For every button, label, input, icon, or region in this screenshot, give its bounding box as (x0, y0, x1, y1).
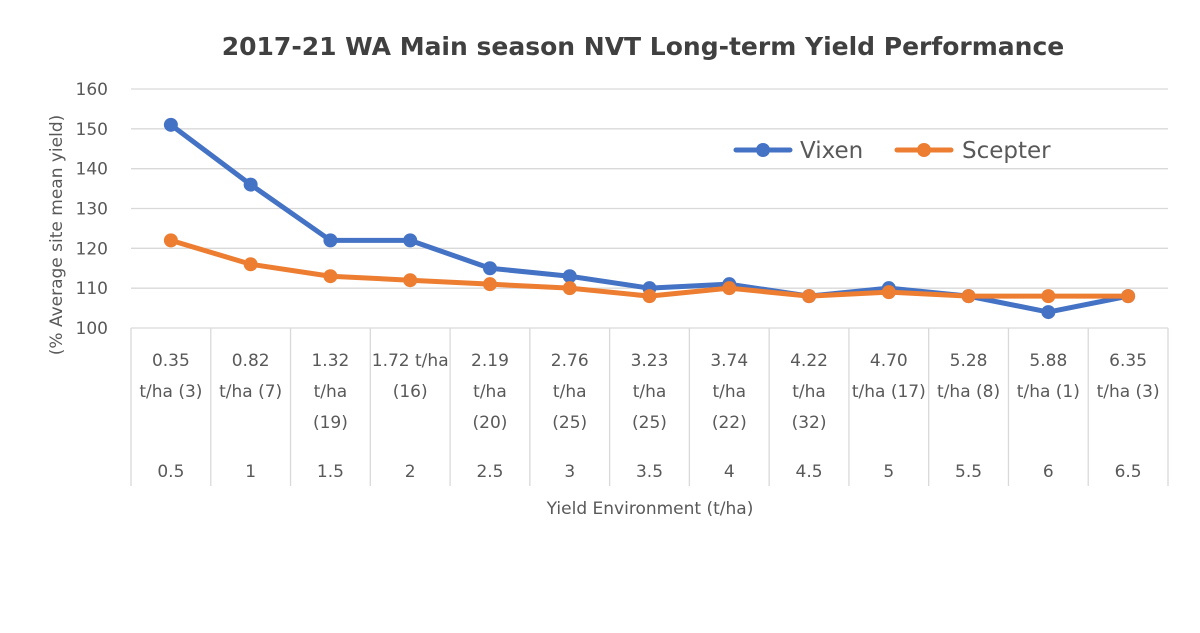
x-value-label: 2.5 (476, 462, 503, 482)
x-category-label: 2.76 t/ha (25) (551, 351, 589, 433)
x-category-label: 6.35 t/ha (3) (1097, 351, 1160, 402)
x-category-label: 5.28 t/ha (8) (937, 351, 1000, 402)
y-tick-label: 100 (76, 319, 108, 339)
y-tick-label: 150 (76, 120, 108, 140)
x-value-label: 3.5 (636, 462, 663, 482)
data-point (323, 233, 338, 248)
x-category-label: 0.82 t/ha (7) (219, 351, 282, 402)
x-value-label: 3 (564, 462, 575, 482)
legend-label: Vixen (800, 138, 863, 164)
data-point (243, 257, 258, 272)
x-value-label: 6 (1043, 462, 1054, 482)
y-tick-label: 120 (76, 239, 108, 259)
data-point (403, 233, 418, 248)
data-point (722, 281, 737, 296)
x-value-label: 1.5 (317, 462, 344, 482)
x-value-label: 2 (405, 462, 416, 482)
x-value-label: 5.5 (955, 462, 982, 482)
legend-marker (917, 143, 931, 157)
x-value-label: 5 (883, 462, 894, 482)
x-value-label: 0.5 (157, 462, 184, 482)
data-point (642, 289, 657, 304)
x-value-label: 4.5 (796, 462, 823, 482)
x-value-label: 4 (724, 462, 735, 482)
data-point (1121, 289, 1136, 304)
data-point (961, 289, 976, 304)
x-category-label: 5.88 t/ha (1) (1017, 351, 1080, 402)
gridlines (130, 88, 1169, 486)
data-point (802, 289, 817, 304)
data-point (243, 177, 258, 192)
legend-label: Scepter (962, 138, 1051, 164)
data-point (1041, 289, 1056, 304)
x-category-label: 4.70 t/ha (17) (852, 351, 926, 402)
legend-item-scepter: Scepter (894, 138, 1051, 164)
data-point (881, 285, 896, 300)
y-tick-label: 130 (76, 200, 108, 220)
x-category-label: 4.22 t/ha (32) (790, 351, 828, 433)
data-point (562, 281, 577, 296)
x-axis-categories: 0.35 t/ha (3) 0.5 0.82 t/ha (7) 1 1.32 t/ha (19)… (139, 351, 1159, 482)
y-tick-label: 140 (76, 160, 108, 180)
series-scepter (163, 233, 1136, 304)
data-point (562, 269, 577, 284)
x-category-label: 1.32 t/ha (19) (311, 351, 349, 433)
chart-title: 2017-21 WA Main season NVT Long-term Yie… (222, 32, 1065, 61)
data-point (323, 269, 338, 284)
x-category-label: 0.35 t/ha (3) (139, 351, 202, 402)
data-point (482, 261, 497, 276)
x-category-label: 3.23 t/ha (25) (631, 351, 669, 433)
x-category-label: 2.19 t/ha (20) (471, 351, 509, 433)
data-point (482, 277, 497, 292)
y-tick-label: 160 (76, 80, 108, 100)
legend: Vixen Scepter (733, 138, 1051, 164)
data-point (1041, 305, 1056, 320)
y-axis-label: (% Average site mean yield) (47, 115, 67, 356)
series-layer (163, 117, 1136, 320)
data-point (163, 117, 178, 132)
x-value-label: 6.5 (1115, 462, 1142, 482)
data-point (163, 233, 178, 248)
x-axis-label: Yield Environment (t/ha) (546, 499, 754, 519)
y-tick-label: 110 (76, 279, 108, 299)
legend-marker (756, 143, 770, 157)
x-category-label: 1.72 t/ha (16) (372, 351, 449, 402)
data-point (403, 273, 418, 288)
x-value-label: 1 (245, 462, 256, 482)
y-axis-ticks: 100 110 120 130 140 150 160 (76, 80, 108, 339)
x-category-label: 3.74 t/ha (22) (710, 351, 748, 433)
legend-item-vixen: Vixen (733, 138, 863, 164)
